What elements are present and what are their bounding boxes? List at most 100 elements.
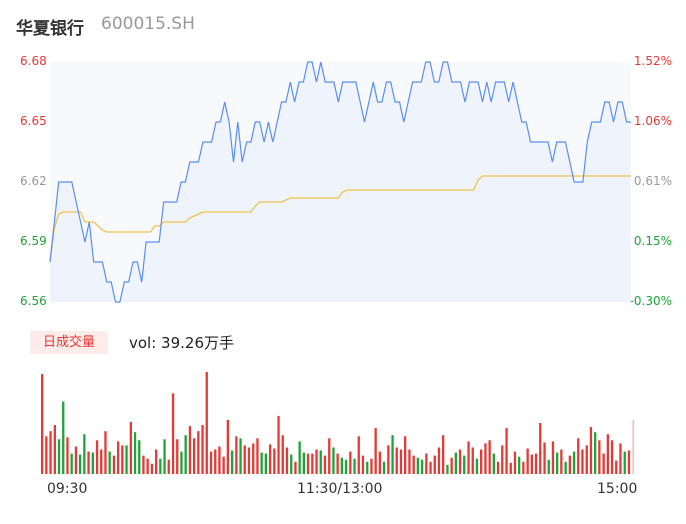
volume-tab[interactable]: 日成交量 — [30, 331, 108, 354]
volume-bar — [53, 425, 56, 474]
pct-label-right: 0.61% — [633, 174, 672, 188]
volume-bar — [252, 443, 255, 474]
volume-bar — [133, 432, 137, 474]
volume-bar — [167, 459, 170, 474]
pct-label-right: -0.30% — [629, 294, 672, 308]
volume-bar — [458, 449, 462, 474]
volume-bar — [285, 447, 289, 474]
volume-bar — [370, 458, 373, 474]
volume-bar — [395, 447, 398, 474]
volume-bar — [471, 447, 474, 474]
price-label-left: 6.59 — [20, 234, 47, 248]
volume-bar — [412, 455, 415, 474]
volume-bar — [79, 454, 82, 474]
time-label-midday: 11:30/13:00 — [297, 481, 383, 497]
volume-bar — [619, 443, 622, 474]
volume-bar — [463, 455, 466, 474]
volume-bar — [121, 445, 124, 474]
volume-bar — [585, 445, 588, 474]
volume-bar — [627, 450, 631, 474]
volume-bar — [180, 451, 183, 474]
volume-bar — [155, 449, 158, 474]
price-line — [49, 61, 631, 303]
volume-bar — [501, 445, 504, 474]
volume-bar — [374, 428, 377, 474]
volume-bar — [505, 428, 508, 474]
volume-bar — [74, 446, 78, 474]
volume-bar — [433, 455, 436, 474]
volume-bar — [209, 451, 213, 474]
volume-bar — [66, 437, 69, 474]
volume-bar — [319, 450, 322, 474]
stock-code: 600015.SH — [101, 14, 195, 34]
volume-bar — [632, 420, 634, 474]
price-label-left: 6.62 — [20, 174, 47, 188]
volume-bar — [442, 435, 445, 474]
volume-bar — [83, 434, 86, 474]
price-label-left: 6.56 — [20, 294, 47, 308]
volume-bar — [336, 453, 339, 474]
volume-bar — [193, 438, 196, 474]
volume-bar — [378, 451, 381, 474]
volume-bar — [214, 449, 217, 474]
volume-bar — [95, 440, 99, 474]
volume-bar — [568, 455, 571, 474]
volume-bar — [556, 452, 559, 474]
price-label-left: 6.68 — [20, 54, 47, 68]
volume-bar — [294, 461, 297, 474]
volume-bar — [484, 443, 487, 474]
volume-bar — [594, 432, 597, 474]
volume-bar — [623, 451, 626, 474]
volume-bar — [547, 459, 550, 474]
volume-bar — [480, 449, 483, 474]
volume-bar — [273, 448, 276, 474]
stock-name: 华夏银行 — [16, 19, 84, 39]
volume-bar — [226, 419, 229, 474]
volume-bar — [201, 425, 204, 474]
volume-bar — [391, 435, 394, 474]
volume-bar — [239, 438, 242, 474]
volume-bar — [290, 454, 293, 474]
volume-bar — [269, 444, 272, 474]
volume-bar — [420, 459, 424, 474]
volume-bar — [496, 461, 500, 474]
volume-bar — [243, 445, 246, 474]
volume-bar — [70, 453, 73, 474]
volume-bar — [91, 452, 94, 474]
volume-bar — [146, 458, 149, 474]
volume-summary: vol: 39.26万手 — [129, 334, 234, 352]
volume-bar — [357, 436, 360, 474]
volume-bar — [100, 449, 103, 474]
volume-bar — [281, 435, 284, 474]
volume-bar — [349, 451, 352, 474]
volume-bar — [353, 458, 356, 474]
volume-bar — [332, 447, 335, 474]
volume-bar — [577, 438, 580, 474]
volume-bar — [492, 453, 495, 474]
volume-bar — [222, 456, 225, 474]
price-area-fill — [50, 62, 631, 302]
volume-bar — [108, 451, 111, 474]
volume-bar — [57, 439, 61, 474]
volume-bar — [328, 438, 331, 474]
volume-bar — [163, 439, 166, 474]
volume-bar — [256, 438, 259, 474]
volume-bar — [302, 452, 305, 474]
volume-bar — [129, 422, 132, 474]
volume-bar — [416, 457, 419, 474]
volume-bar — [138, 440, 141, 474]
volume-bar — [218, 446, 221, 474]
volume-bar — [159, 458, 162, 474]
volume-bar — [150, 463, 154, 474]
volume-bar — [176, 439, 179, 474]
volume-bar — [425, 453, 428, 474]
volume-bar — [488, 440, 491, 474]
volume-bar — [231, 450, 234, 474]
pct-label-right: 0.15% — [633, 234, 672, 248]
volume-bar — [382, 461, 386, 474]
volume-bar — [450, 457, 453, 474]
volume-bar — [112, 455, 116, 474]
volume-bar — [615, 460, 618, 474]
volume-bar — [197, 431, 200, 474]
volume-bar — [62, 401, 65, 474]
